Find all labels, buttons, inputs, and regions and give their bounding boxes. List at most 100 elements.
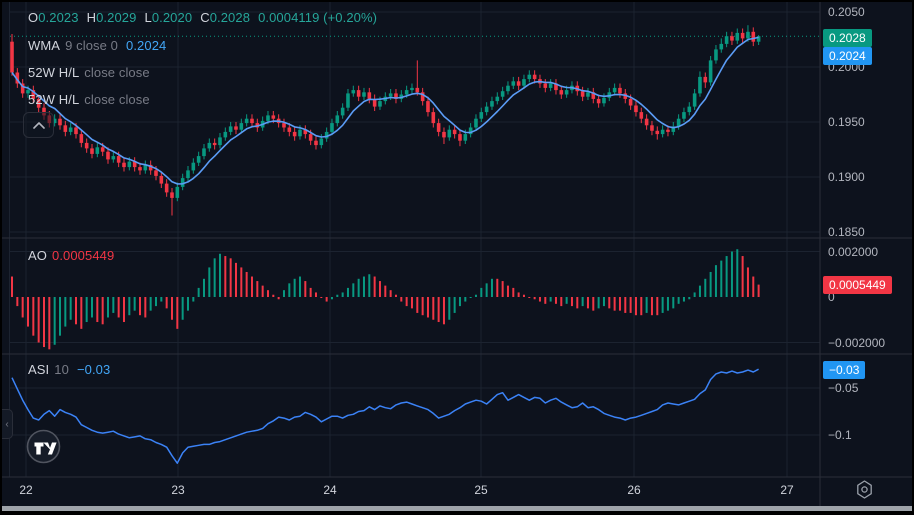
candle-body: [676, 118, 681, 127]
high-value: 0.2029: [96, 10, 137, 25]
tradingview-logo-icon: [26, 429, 61, 464]
ao-bar: [176, 297, 179, 329]
52w-hl-2-title: 52W H/L: [28, 92, 80, 107]
ao-bar: [666, 297, 669, 311]
candle-body: [26, 90, 30, 94]
candle-body: [143, 164, 148, 171]
candle-body: [116, 156, 121, 163]
chevron-left-icon: ‹: [5, 418, 9, 430]
axis-settings-button[interactable]: [855, 480, 874, 499]
ao-bar: [261, 285, 264, 297]
ao-bar: [533, 297, 536, 300]
52w-hl-legend-2[interactable]: 52W H/L close close: [28, 92, 158, 107]
ao-bar: [544, 297, 547, 304]
candle-body: [223, 131, 228, 138]
ao-bar: [522, 294, 525, 297]
candle-body: [404, 90, 409, 95]
candle-body: [271, 115, 276, 119]
52w-hl-legend-1[interactable]: 52W H/L close close: [28, 65, 158, 80]
axis-price-label: 0.1850: [828, 225, 865, 239]
ao-bar: [357, 278, 360, 297]
ao-bar: [96, 297, 99, 323]
ao-bar: [314, 292, 317, 297]
ao-bar: [229, 258, 232, 297]
axis-price-label: −0.002000: [828, 335, 886, 350]
ao-bar: [448, 297, 451, 320]
wma-legend[interactable]: WMA 9 close 0 0.2024: [28, 38, 166, 53]
candle-body: [346, 93, 350, 108]
ao-bar: [218, 253, 221, 297]
candle-body: [746, 31, 750, 39]
candle-body: [516, 81, 521, 86]
drawing-toolbar-toggle[interactable]: ‹: [2, 409, 13, 439]
ao-bar: [608, 297, 611, 309]
axis-price-label: 0: [828, 290, 835, 304]
ao-bar: [373, 276, 376, 297]
ao-bar: [560, 297, 563, 307]
candle-body: [447, 129, 452, 138]
candle-body: [559, 90, 564, 95]
ao-bar: [16, 297, 19, 307]
candle-body: [591, 92, 596, 99]
ao-bar: [58, 297, 61, 336]
ao-bar: [192, 297, 195, 302]
ao-bar: [458, 297, 461, 307]
ao-bar: [416, 297, 419, 313]
tradingview-logo[interactable]: [26, 429, 61, 464]
ao-bar: [234, 262, 237, 297]
ao-bar: [341, 292, 344, 297]
ao-title: AO: [28, 248, 47, 263]
ao-bar: [128, 297, 131, 316]
ao-bar: [106, 297, 109, 318]
ao-bar: [112, 297, 115, 313]
candle-body: [74, 127, 78, 135]
ao-bar: [309, 287, 312, 297]
candle-body: [292, 131, 297, 137]
ao-bar: [266, 290, 269, 297]
candle-body: [666, 129, 670, 132]
ao-bar: [709, 271, 712, 297]
candle-body: [340, 107, 345, 116]
ao-bar: [330, 297, 333, 300]
frame-left: [0, 0, 2, 515]
ao-bar: [528, 297, 531, 298]
candle-body: [68, 127, 73, 132]
ao-bar: [549, 297, 552, 302]
candle-body: [495, 96, 500, 102]
candle-body: [612, 87, 617, 93]
axis-price-label: −0.05: [828, 381, 859, 395]
ao-bar: [53, 297, 56, 345]
candle-body: [106, 151, 110, 160]
candle-body: [298, 129, 302, 137]
ao-bar: [378, 281, 381, 297]
asi-legend[interactable]: ASI 10 −0.03: [28, 362, 110, 377]
ao-bar: [469, 297, 472, 298]
candle-body: [362, 92, 366, 97]
frame-bottom: [0, 511, 914, 515]
axis-time-label: 25: [474, 483, 488, 497]
chevron-up-icon: [32, 121, 45, 129]
candle-body: [692, 93, 697, 107]
candle-body: [682, 112, 686, 119]
ao-bar: [37, 297, 40, 343]
candle-body: [31, 90, 36, 99]
wma-title: WMA: [28, 38, 61, 53]
ao-bar: [704, 278, 707, 297]
candle-body: [671, 126, 676, 132]
candle-body: [228, 126, 233, 132]
candle-body: [138, 167, 142, 171]
ao-bar: [725, 256, 728, 297]
52w-hl-1-title: 52W H/L: [28, 65, 80, 80]
legend-collapse-button[interactable]: [23, 112, 54, 138]
ao-bar: [186, 297, 189, 311]
ao-bar: [656, 297, 659, 316]
ao-bar: [672, 297, 675, 309]
ao-bar: [250, 276, 253, 297]
candle-body: [191, 162, 196, 171]
candle-body: [90, 148, 94, 154]
ao-bar: [42, 297, 45, 348]
candle-body: [84, 142, 89, 149]
ao-legend[interactable]: AO 0.0005449: [28, 248, 114, 263]
ao-bar: [240, 267, 243, 297]
